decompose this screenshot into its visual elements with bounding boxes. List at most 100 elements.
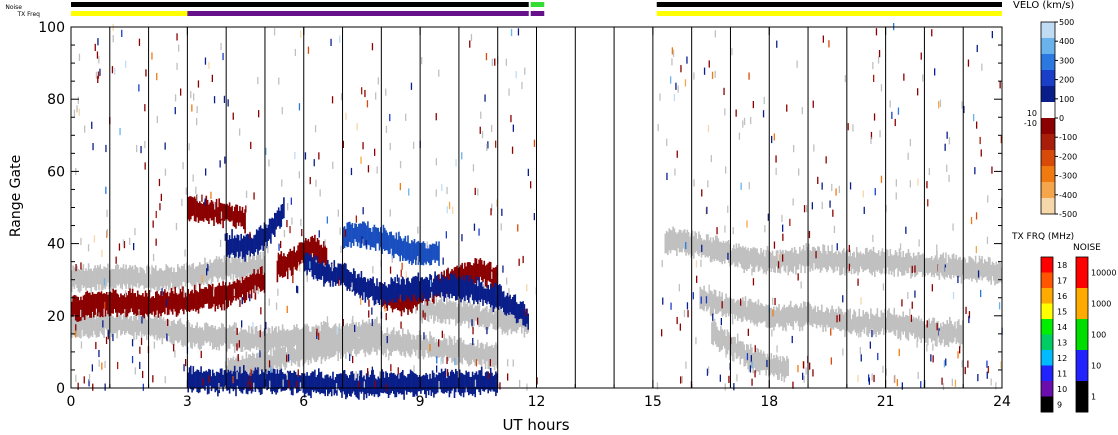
scatter-point (872, 234, 874, 242)
scatter-point (872, 62, 874, 70)
scatter-band-cell (349, 331, 351, 356)
scatter-band-cell (290, 373, 293, 395)
scatter-band-cell (863, 254, 866, 271)
scatter-band-cell (237, 280, 240, 300)
scatter-band-cell (178, 319, 180, 343)
scatter-band-cell (936, 321, 938, 347)
scatter-band-cell (346, 269, 348, 291)
scatter-band-cell (986, 262, 989, 281)
scatter-band-cell (399, 284, 401, 300)
scatter-band-cell (315, 262, 317, 279)
scatter-band-cell (155, 316, 157, 335)
scatter-point (674, 168, 676, 176)
scatter-band-cell (399, 236, 401, 262)
scatter-band-cell (514, 294, 517, 319)
scatter-point (357, 381, 360, 389)
scatter-point (700, 296, 702, 304)
scatter-band-cell (236, 259, 239, 282)
scatter-band-cell (337, 374, 339, 389)
scatter-band-cell (296, 324, 298, 349)
scatter-band-cell (730, 337, 733, 356)
scatter-band-cell (183, 292, 186, 309)
scatter-band-cell (466, 372, 469, 393)
scatter-point (371, 43, 374, 51)
scatter-point (662, 297, 664, 305)
scatter-point (356, 123, 358, 131)
scatter-point (339, 227, 341, 235)
scatter-band-cell (413, 276, 416, 295)
scatter-band-cell (806, 246, 809, 266)
scatter-band-cell (365, 225, 368, 250)
scatter-band-cell (165, 319, 167, 336)
scatter-band-cell (426, 374, 429, 391)
noise-colorbar-cell (1076, 288, 1088, 320)
scatter-band-cell (377, 286, 380, 303)
scatter-band-cell (964, 258, 967, 279)
scatter-point (868, 377, 870, 385)
scatter-point (454, 357, 456, 366)
scatter-point (499, 382, 501, 390)
scatter-band-cell (868, 250, 871, 273)
scatter-band-cell (271, 356, 273, 373)
scatter-band-cell (318, 338, 320, 358)
scatter-point (117, 361, 119, 370)
txfreq-colorbar-tick-label: 11 (1057, 369, 1067, 378)
scatter-band-cell (254, 260, 257, 278)
scatter-band-cell (416, 335, 418, 350)
scatter-point (438, 381, 440, 389)
scatter-band-cell (184, 292, 187, 310)
scatter-point (909, 308, 911, 316)
scatter-point (104, 360, 106, 369)
scatter-point (695, 337, 697, 345)
scatter-band-cell (209, 284, 211, 309)
scatter-band-cell (464, 374, 466, 393)
scatter-point (682, 237, 684, 245)
scatter-point (275, 302, 278, 310)
scatter-band-cell (786, 250, 788, 266)
txfreq-segment (530, 11, 545, 16)
scatter-band-cell (174, 272, 176, 288)
scatter-point (140, 337, 143, 345)
scatter-band-cell (221, 258, 223, 280)
scatter-band-cell (358, 273, 360, 295)
scatter-point (685, 361, 687, 369)
scatter-band-cell (420, 300, 422, 321)
scatter-band-cell (796, 253, 798, 270)
scatter-band-cell (271, 217, 273, 234)
scatter-point (75, 324, 77, 332)
scatter-band-cell (435, 374, 438, 394)
scatter-point (976, 121, 978, 129)
scatter-band-cell (747, 300, 749, 320)
scatter-band-cell (248, 234, 250, 251)
scatter-band-cell (974, 255, 977, 280)
scatter-point (174, 94, 177, 102)
scatter-band-cell (796, 305, 798, 321)
scatter-band-cell (250, 274, 253, 299)
scatter-band-cell (160, 313, 162, 338)
scatter-band-cell (296, 340, 298, 362)
scatter-band-cell (774, 358, 776, 374)
scatter-point (507, 373, 509, 381)
scatter-band-cell (324, 245, 326, 266)
scatter-band-cell (780, 251, 783, 268)
scatter-point (287, 203, 289, 211)
scatter-band-cell (241, 260, 244, 278)
scatter-point (736, 374, 738, 382)
scatter-point (918, 325, 920, 333)
scatter-band-cell (483, 376, 486, 392)
scatter-point (714, 295, 717, 303)
scatter-band-cell (758, 305, 761, 322)
scatter-band-cell (743, 344, 745, 367)
scatter-band-cell (218, 256, 220, 279)
scatter-point (239, 128, 241, 136)
scatter-band-cell (80, 296, 82, 321)
scatter-band-cell (243, 280, 245, 301)
scatter-point (342, 140, 344, 148)
scatter-point (361, 87, 363, 95)
scatter-band-cell (350, 371, 352, 397)
scatter-band-cell (378, 282, 381, 305)
scatter-band-cell (489, 307, 492, 323)
scatter-band-cell (80, 270, 82, 292)
scatter-band-cell (274, 369, 276, 393)
scatter-point (733, 250, 735, 259)
